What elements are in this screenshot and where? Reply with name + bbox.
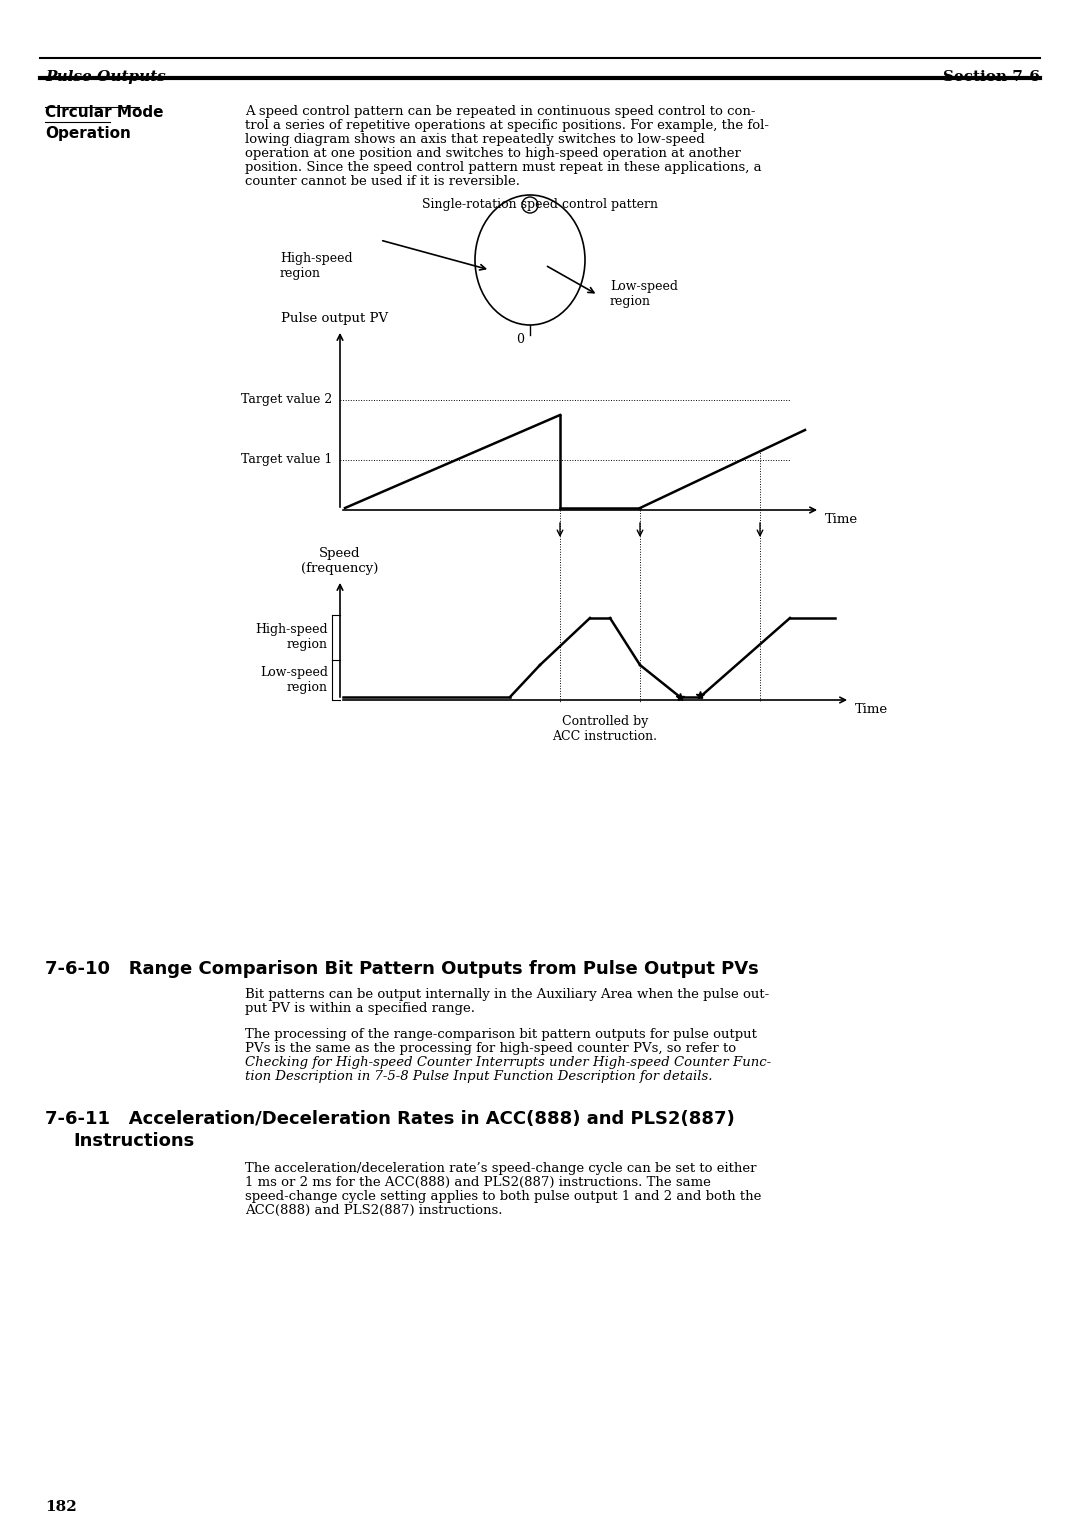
Text: 182: 182 [45, 1500, 77, 1514]
Text: A speed control pattern can be repeated in continuous speed control to con-: A speed control pattern can be repeated … [245, 105, 756, 118]
Text: trol a series of repetitive operations at specific positions. For example, the f: trol a series of repetitive operations a… [245, 119, 769, 131]
Text: Single-rotation speed control pattern: Single-rotation speed control pattern [422, 199, 658, 211]
Text: put PV is within a specified range.: put PV is within a specified range. [245, 1002, 475, 1015]
Text: counter cannot be used if it is reversible.: counter cannot be used if it is reversib… [245, 176, 519, 188]
Text: Circular Mode
Operation: Circular Mode Operation [45, 105, 163, 141]
Text: Speed
(frequency): Speed (frequency) [301, 547, 379, 575]
Text: Controlled by
ACC instruction.: Controlled by ACC instruction. [553, 715, 658, 743]
Text: Checking for High-speed Counter Interrupts under High-speed Counter Func-: Checking for High-speed Counter Interrup… [245, 1056, 771, 1070]
Text: Time: Time [855, 703, 888, 717]
Text: Low-speed
region: Low-speed region [260, 666, 328, 694]
Text: Pulse output PV: Pulse output PV [282, 312, 389, 325]
Text: PVs is the same as the processing for high-speed counter PVs, so refer to: PVs is the same as the processing for hi… [245, 1042, 737, 1054]
Text: Instructions: Instructions [73, 1132, 194, 1151]
Text: 0: 0 [516, 333, 524, 345]
Text: Time: Time [825, 513, 859, 526]
Text: Section 7-6: Section 7-6 [943, 70, 1040, 84]
Text: 7-6-11   Acceleration/Deceleration Rates in ACC(888) and PLS2(887): 7-6-11 Acceleration/Deceleration Rates i… [45, 1109, 734, 1128]
Text: tion Description in 7-5-8 Pulse Input Function Description for details.: tion Description in 7-5-8 Pulse Input Fu… [245, 1070, 713, 1083]
Text: High-speed
region: High-speed region [280, 252, 353, 280]
Text: lowing diagram shows an axis that repeatedly switches to low-speed: lowing diagram shows an axis that repeat… [245, 133, 705, 147]
Text: Pulse Outputs: Pulse Outputs [45, 70, 165, 84]
Text: Low-speed
region: Low-speed region [610, 280, 678, 309]
Text: The processing of the range-comparison bit pattern outputs for pulse output: The processing of the range-comparison b… [245, 1028, 757, 1041]
Text: Target value 1: Target value 1 [241, 454, 332, 466]
Text: 7-6-10   Range Comparison Bit Pattern Outputs from Pulse Output PVs: 7-6-10 Range Comparison Bit Pattern Outp… [45, 960, 759, 978]
Text: operation at one position and switches to high-speed operation at another: operation at one position and switches t… [245, 147, 741, 160]
Text: Target value 2: Target value 2 [241, 394, 332, 406]
Text: The acceleration/deceleration rate’s speed-change cycle can be set to either: The acceleration/deceleration rate’s spe… [245, 1161, 756, 1175]
Text: High-speed
region: High-speed region [255, 623, 328, 651]
Text: ACC(888) and PLS2(887) instructions.: ACC(888) and PLS2(887) instructions. [245, 1204, 502, 1216]
Text: speed-change cycle setting applies to both pulse output 1 and 2 and both the: speed-change cycle setting applies to bo… [245, 1190, 761, 1203]
Text: position. Since the speed control pattern must repeat in these applications, a: position. Since the speed control patter… [245, 160, 761, 174]
Text: 1 ms or 2 ms for the ACC(888) and PLS2(887) instructions. The same: 1 ms or 2 ms for the ACC(888) and PLS2(8… [245, 1177, 711, 1189]
Text: Bit patterns can be output internally in the Auxiliary Area when the pulse out-: Bit patterns can be output internally in… [245, 989, 769, 1001]
